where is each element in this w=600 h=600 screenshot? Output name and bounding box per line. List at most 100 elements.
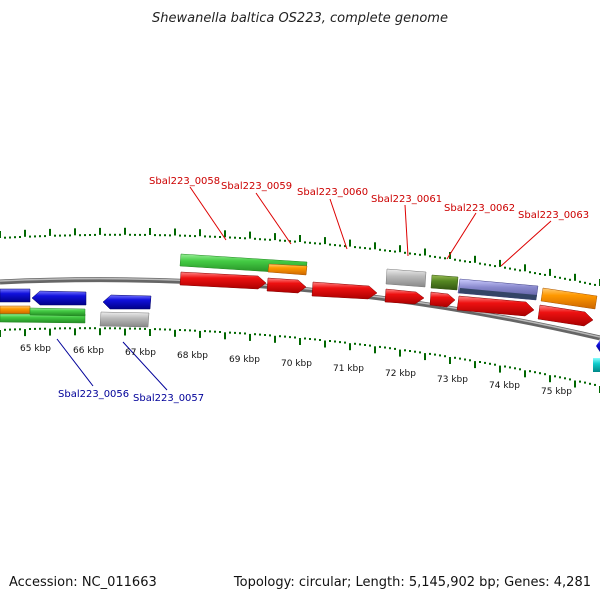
gene-feature-gray[interactable]	[385, 268, 427, 288]
minor-tick	[269, 334, 271, 337]
minor-tick	[59, 234, 61, 237]
gene-feature-cyan-right-edge[interactable]	[593, 358, 600, 372]
minor-tick	[589, 282, 591, 285]
gene-label-0061[interactable]: Sbal223_0061	[371, 194, 442, 205]
minor-tick	[379, 248, 381, 251]
minor-tick	[54, 327, 56, 330]
minor-tick	[439, 256, 441, 259]
minor-tick	[459, 259, 461, 262]
gene-label-0056[interactable]: Sbal223_0056	[58, 389, 129, 400]
minor-tick	[454, 258, 456, 261]
major-tick	[524, 264, 526, 272]
minor-tick	[594, 383, 596, 386]
gene-label-0062[interactable]: Sbal223_0062	[444, 203, 515, 214]
minor-tick	[314, 242, 316, 245]
gene-feature-orange-left[interactable]	[0, 305, 31, 315]
minor-tick	[154, 234, 156, 237]
minor-tick	[534, 272, 536, 275]
minor-tick	[184, 329, 186, 332]
minor-tick	[494, 363, 496, 366]
minor-tick	[504, 266, 506, 269]
minor-tick	[4, 236, 6, 239]
gene-arrow-blue-right-edge[interactable]	[596, 340, 600, 352]
minor-tick	[144, 327, 146, 330]
minor-tick	[334, 340, 336, 343]
gene-label-0059[interactable]: Sbal223_0059	[221, 181, 292, 192]
minor-tick	[579, 380, 581, 383]
features-forward	[179, 253, 598, 327]
gene-label-0060[interactable]: Sbal223_0060	[297, 187, 368, 198]
gene-feature-orange[interactable]	[267, 263, 308, 276]
minor-tick	[354, 342, 356, 345]
minor-tick	[69, 327, 71, 330]
minor-tick	[144, 233, 146, 236]
minor-tick	[179, 234, 181, 237]
gene-feature-gray-0057[interactable]	[99, 311, 150, 328]
minor-tick	[264, 238, 266, 241]
gene-arrow-blue-0055[interactable]	[31, 290, 87, 306]
minor-tick	[414, 253, 416, 256]
minor-tick	[119, 327, 121, 330]
gene-feature-olive[interactable]	[430, 274, 459, 291]
kbp-label: 66 kbp	[73, 346, 104, 356]
major-tick	[174, 228, 176, 236]
gene-arrow-0060[interactable]	[311, 281, 378, 300]
major-tick	[549, 375, 551, 383]
gene-label-0058[interactable]: Sbal223_0058	[149, 176, 220, 187]
minor-tick	[9, 236, 11, 239]
gene-arrow-0063[interactable]	[456, 295, 535, 317]
minor-tick	[134, 233, 136, 236]
gene-arrow-0059[interactable]	[266, 277, 307, 294]
minor-tick	[484, 263, 486, 266]
major-tick	[199, 330, 201, 338]
minor-tick	[29, 328, 31, 330]
minor-tick	[444, 355, 446, 358]
major-tick	[524, 370, 526, 378]
gene-feature-green-left-2[interactable]	[29, 307, 86, 317]
gene-label-0063[interactable]: Sbal223_0063	[518, 210, 589, 221]
major-tick	[374, 346, 376, 354]
minor-tick	[529, 271, 531, 274]
minor-tick	[139, 233, 141, 236]
gene-arrow-right-edge[interactable]	[537, 304, 594, 327]
minor-tick	[229, 236, 231, 239]
minor-tick	[89, 327, 91, 330]
major-tick	[449, 252, 451, 259]
major-tick	[0, 231, 1, 238]
minor-tick	[14, 236, 16, 239]
minor-tick	[34, 327, 36, 330]
minor-tick	[494, 265, 496, 268]
major-tick	[299, 235, 301, 242]
gene-arrow-0061[interactable]	[384, 288, 425, 305]
major-tick	[74, 328, 76, 336]
minor-tick	[319, 242, 321, 245]
gene-arrow-0062[interactable]	[429, 291, 456, 308]
major-tick	[49, 228, 51, 236]
gene-arrow-blue-0056[interactable]	[102, 294, 152, 310]
minor-tick	[529, 370, 531, 373]
minor-tick	[44, 235, 46, 238]
minor-tick	[69, 234, 71, 237]
major-tick	[424, 353, 426, 361]
minor-tick	[119, 233, 121, 236]
major-tick	[399, 245, 401, 253]
major-tick	[24, 329, 26, 337]
minor-tick	[459, 357, 461, 360]
kbp-label: 69 kbp	[229, 355, 260, 365]
gene-label-0057[interactable]: Sbal223_0057	[133, 393, 204, 404]
gene-arrow-blue-left-edge[interactable]	[0, 288, 31, 303]
major-tick	[349, 343, 351, 351]
gene-feature-orange-right[interactable]	[540, 287, 598, 310]
kbp-label: 71 kbp	[333, 364, 364, 374]
minor-tick	[379, 345, 381, 348]
gene-arrow-0058[interactable]	[179, 271, 267, 290]
minor-tick	[19, 236, 21, 238]
minor-tick	[344, 245, 346, 248]
minor-tick	[4, 328, 6, 331]
minor-tick	[94, 327, 96, 330]
minor-tick	[469, 359, 471, 362]
major-tick	[474, 361, 476, 369]
major-tick	[374, 242, 376, 250]
major-tick	[149, 228, 151, 235]
major-tick	[299, 338, 301, 345]
